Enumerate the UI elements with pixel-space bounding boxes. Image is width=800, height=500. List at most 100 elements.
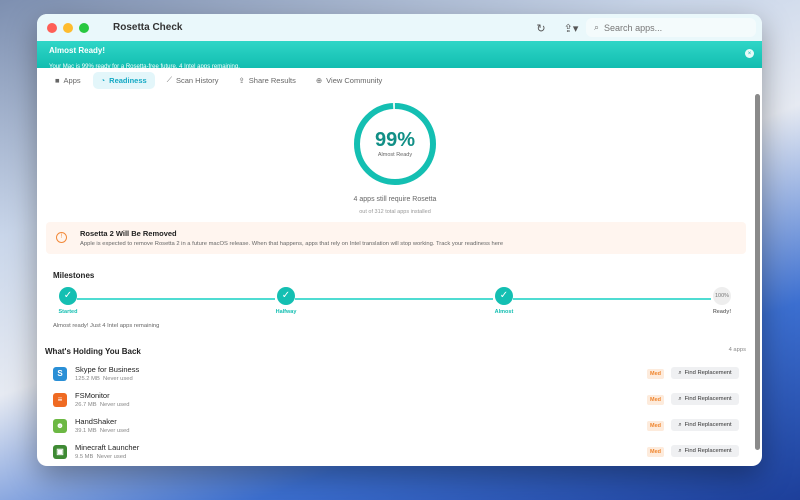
- skype-icon: S: [53, 367, 67, 381]
- tab-view-community[interactable]: ⊕ View Community: [308, 72, 390, 89]
- tab-apps[interactable]: ■ Apps: [47, 72, 89, 89]
- find-replacement-button[interactable]: ⌕ Find Replacement: [671, 445, 739, 457]
- readiness-ring: [354, 103, 436, 185]
- find-replacement-label: Find Replacement: [684, 448, 732, 454]
- banner-message: Your Mac is 99% ready for a Rosetta-free…: [49, 64, 240, 70]
- app-row: S Skype for Business 125.2 MB Never used…: [37, 364, 753, 388]
- check-icon: ✓: [277, 287, 295, 305]
- app-meta: 26.7 MB Never used: [75, 402, 129, 408]
- dismiss-banner-button[interactable]: ×: [745, 49, 754, 58]
- apple-icon: ■: [55, 75, 60, 85]
- app-name: FSMonitor: [75, 391, 110, 400]
- search-icon: ⌕: [678, 369, 682, 376]
- share-menu-button[interactable]: ⇪▾: [560, 19, 582, 37]
- app-name: Minecraft Launcher: [75, 443, 140, 452]
- priority-badge: Med: [647, 395, 664, 405]
- milestones-heading: Milestones: [53, 271, 95, 280]
- scrollbar[interactable]: [755, 94, 760, 450]
- milestone-final-badge: 100%: [713, 287, 731, 305]
- find-replacement-label: Find Replacement: [684, 422, 732, 428]
- refresh-button[interactable]: ↻: [530, 19, 552, 37]
- minecraft-icon: ▣: [53, 445, 67, 459]
- find-replacement-button[interactable]: ⌕ Find Replacement: [671, 393, 739, 405]
- app-row: ≡ FSMonitor 26.7 MB Never used Med ⌕ Find…: [37, 390, 753, 414]
- app-meta: 125.2 MB Never used: [75, 376, 133, 382]
- gauge-icon: ◔: [100, 75, 106, 85]
- milestone-label: Halfway: [275, 309, 297, 315]
- priority-badge: Med: [647, 369, 664, 379]
- tab-scan-history[interactable]: ⟋ Scan History: [159, 71, 227, 89]
- app-size: 26.7 MB: [75, 402, 97, 408]
- priority-badge: Med: [647, 447, 664, 457]
- globe-icon: ⊕: [315, 75, 323, 85]
- handshaker-icon: ☻: [53, 419, 67, 433]
- find-replacement-button[interactable]: ⌕ Find Replacement: [671, 419, 739, 431]
- readiness-panel: 99% Almost Ready 4 apps still require Ro…: [37, 92, 762, 466]
- holding-heading: What's Holding You Back: [45, 347, 141, 356]
- tab-bar: ■ Apps ◔ Readiness ⟋ Scan History ⇪ Share Re…: [37, 68, 762, 92]
- tab-label: Scan History: [175, 75, 219, 85]
- search-placeholder: Search apps...: [604, 22, 663, 33]
- app-row: ▣ Minecraft Launcher 9.5 MB Never used M…: [37, 442, 753, 466]
- priority-badge: Med: [647, 421, 664, 431]
- app-window: Rosetta Check ↻ ⇪▾ ⌕ Search apps... Almos…: [37, 14, 762, 466]
- milestone-note: Almost ready! Just 4 Intel apps remainin…: [53, 323, 160, 329]
- milestone-label: Ready!: [712, 309, 732, 315]
- search-input[interactable]: ⌕ Search apps...: [586, 18, 756, 37]
- chart-icon: ⟋: [166, 75, 172, 84]
- check-icon: ✓: [495, 287, 513, 305]
- search-icon: ⌕: [678, 395, 682, 402]
- title-bar: Rosetta Check ↻ ⇪▾ ⌕ Search apps...: [37, 14, 762, 41]
- app-name: Skype for Business: [75, 365, 140, 374]
- minimize-window-button[interactable]: [63, 22, 73, 33]
- total-apps: out of 312 total apps installed: [359, 209, 431, 215]
- milestone-label: Started: [58, 309, 78, 315]
- app-meta: 9.5 MB Never used: [75, 454, 126, 460]
- milestone-connector: [513, 298, 711, 300]
- status-banner: Almost Ready! Your Mac is 99% ready for …: [37, 41, 762, 70]
- banner-title: Almost Ready!: [49, 46, 106, 55]
- close-icon: ×: [747, 51, 752, 57]
- find-replacement-label: Find Replacement: [684, 396, 732, 402]
- app-meta: 39.1 MB Never used: [75, 428, 129, 434]
- app-usage: Never used: [99, 428, 130, 434]
- holding-count: 4 apps: [728, 347, 746, 353]
- search-icon: ⌕: [594, 22, 600, 32]
- app-usage: Never used: [96, 454, 127, 460]
- app-size: 125.2 MB: [75, 376, 100, 382]
- tab-readiness[interactable]: ◔ Readiness: [92, 71, 155, 89]
- milestone-label: Almost: [494, 309, 514, 315]
- readiness-percent: 99%: [374, 129, 416, 151]
- tab-label: Share Results: [248, 75, 296, 85]
- milestone-connector: [295, 298, 493, 300]
- milestone-connector: [77, 298, 275, 300]
- readiness-status: Almost Ready: [377, 152, 413, 158]
- check-icon: ✓: [59, 287, 77, 305]
- tab-label: View Community: [326, 75, 383, 85]
- app-size: 39.1 MB: [75, 428, 97, 434]
- warning-message: Apple is expected to remove Rosetta 2 in…: [80, 241, 504, 247]
- find-replacement-button[interactable]: ⌕ Find Replacement: [671, 367, 739, 379]
- find-replacement-label: Find Replacement: [684, 370, 732, 376]
- app-usage: Never used: [103, 376, 133, 382]
- tab-label: Apps: [63, 75, 81, 85]
- app-name: HandShaker: [75, 417, 117, 426]
- app-usage: Never used: [99, 402, 130, 408]
- window-title: Rosetta Check: [113, 22, 183, 33]
- search-icon: ⌕: [678, 421, 682, 428]
- close-window-button[interactable]: [47, 22, 57, 33]
- apps-requiring-rosetta: 4 apps still require Rosetta: [353, 196, 437, 203]
- refresh-icon: ↻: [536, 22, 546, 35]
- readiness-ring-progress: [354, 103, 436, 185]
- share-icon: ⇪: [238, 75, 245, 85]
- app-size: 9.5 MB: [75, 454, 94, 460]
- search-icon: ⌕: [678, 447, 682, 454]
- tab-share-results[interactable]: ⇪ Share Results: [230, 72, 303, 89]
- warning-title: Rosetta 2 Will Be Removed: [80, 229, 177, 238]
- app-row: ☻ HandShaker 39.1 MB Never used Med ⌕ Fin…: [37, 416, 753, 440]
- warning-card: ! Rosetta 2 Will Be Removed Apple is exp…: [46, 222, 746, 254]
- tab-label: Readiness: [109, 75, 147, 85]
- zoom-window-button[interactable]: [79, 22, 89, 33]
- fsmonitor-icon: ≡: [53, 393, 67, 407]
- share-icon: ⇪▾: [563, 22, 579, 35]
